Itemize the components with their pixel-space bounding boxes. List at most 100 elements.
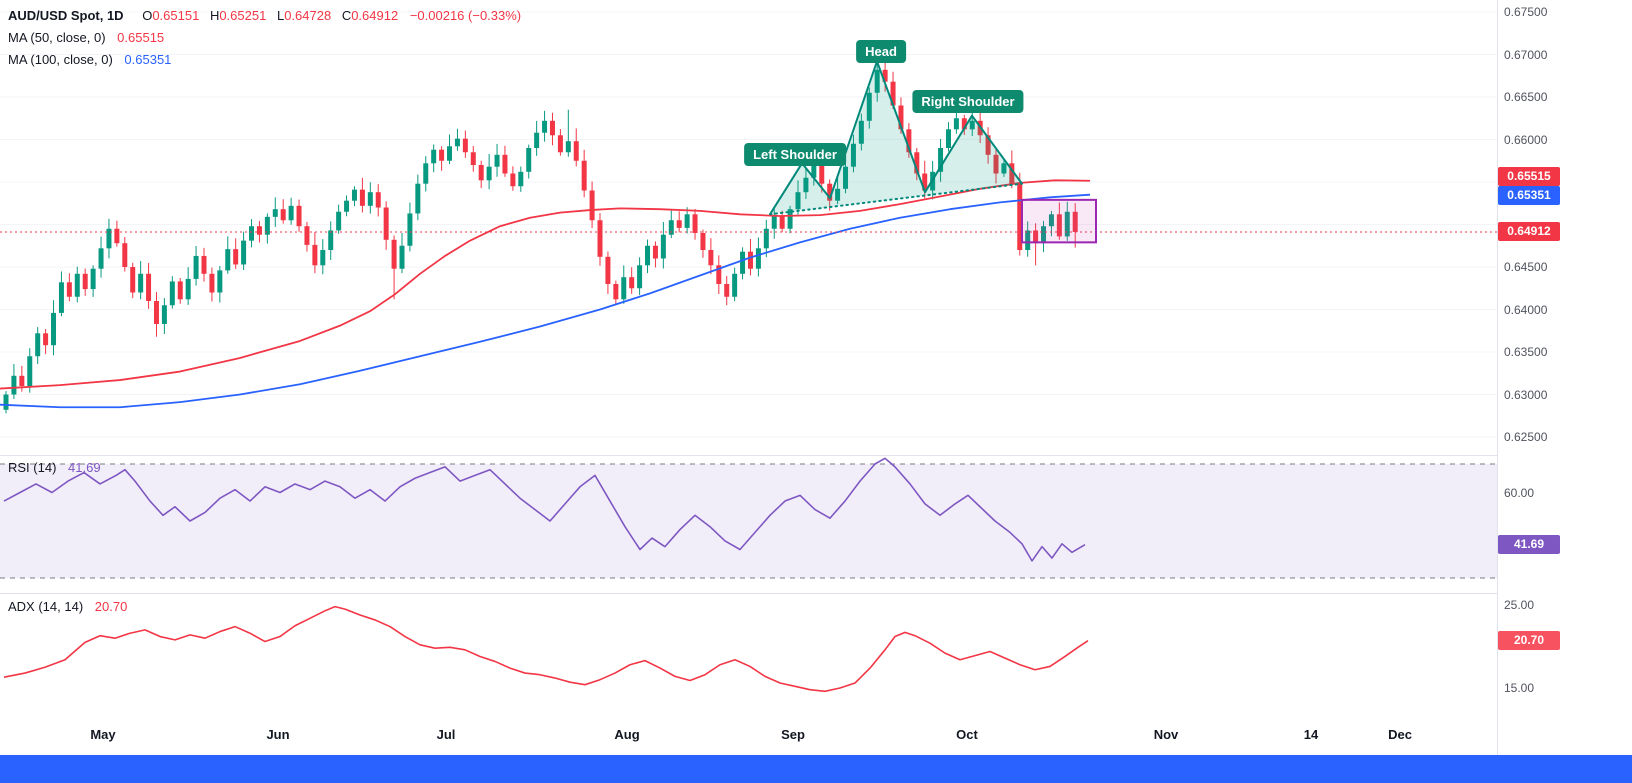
candle-body: [1017, 183, 1023, 250]
rsi-line: [3, 457, 1086, 562]
candle-body: [882, 69, 888, 82]
candle-body: [565, 141, 571, 153]
candle-body: [1033, 230, 1039, 244]
candle-body: [256, 226, 262, 235]
candle-body: [724, 284, 730, 297]
candle-body: [351, 189, 357, 201]
candle-body: [462, 138, 468, 153]
candle-body: [890, 81, 896, 106]
candle-body: [51, 312, 57, 346]
candle-body: [122, 243, 128, 267]
candle-body: [573, 141, 579, 161]
candle-body: [415, 183, 421, 214]
candle-body: [241, 240, 247, 265]
candle-body: [652, 245, 658, 259]
candle-body: [549, 120, 555, 136]
time-axis-label: Nov: [1153, 727, 1179, 742]
candle-body: [58, 282, 64, 313]
candle-body: [399, 245, 405, 269]
candle-body: [637, 265, 643, 289]
candle-body: [130, 267, 136, 293]
axis-tick-label: 0.63500: [1504, 345, 1548, 359]
candle-body: [146, 273, 152, 301]
time-axis-label: Oct: [956, 727, 978, 742]
time-axis-label: Aug: [614, 727, 640, 742]
candle-body: [906, 129, 912, 153]
adx-pane[interactable]: [0, 593, 1497, 718]
candle-body: [732, 273, 738, 297]
pane-separator[interactable]: [0, 455, 1632, 456]
candle-body: [716, 265, 722, 284]
candle-body: [225, 249, 231, 271]
candle-body: [866, 92, 872, 121]
candle-body: [779, 216, 785, 229]
pane-separator[interactable]: [0, 593, 1632, 594]
candle-body: [668, 220, 674, 235]
candle-body: [518, 171, 524, 187]
candle-body: [280, 209, 286, 221]
axis-tick-label: 0.67500: [1504, 5, 1548, 19]
axis-tick-label: 0.66500: [1504, 90, 1548, 104]
candle-body: [312, 244, 318, 266]
candle-body: [11, 375, 17, 395]
candle-body: [494, 154, 500, 167]
candle-body: [27, 356, 33, 386]
candle-body: [296, 205, 302, 227]
candle-body: [605, 256, 611, 284]
axis-tick-label: 15.00: [1504, 681, 1535, 695]
candle-body: [557, 135, 563, 153]
candle-body: [874, 69, 880, 93]
consolidation-box[interactable]: [1021, 198, 1097, 244]
rsi-band: [0, 464, 1497, 578]
candle-body: [755, 248, 761, 269]
neckline: [769, 182, 1023, 216]
candle-body: [169, 281, 175, 306]
candle-body: [961, 118, 967, 130]
main-price-pane[interactable]: [0, 0, 1497, 455]
candle-body: [621, 277, 627, 300]
candle-body: [700, 233, 706, 250]
candle-body: [66, 282, 72, 297]
candle-body: [153, 301, 159, 324]
candle-body: [953, 118, 959, 130]
candle-body: [201, 255, 207, 274]
candle-body: [898, 105, 904, 130]
candle-body: [914, 152, 920, 174]
candle-body: [304, 226, 310, 245]
rsi-pane[interactable]: [0, 455, 1497, 593]
candle-body: [993, 154, 999, 174]
candle-body: [969, 120, 975, 130]
candle-body: [1009, 163, 1015, 184]
candle-body: [510, 173, 516, 187]
last-price-axis-badge: 0.64912: [1498, 222, 1560, 242]
candle-body: [423, 163, 429, 184]
candle-body: [629, 277, 635, 289]
candle-body: [344, 200, 350, 212]
adx-axis-badge: 20.70: [1498, 631, 1560, 651]
price-axis[interactable]: 0.67500 0.67000 0.66500 0.66000 0.64500 0.640…: [1498, 0, 1632, 755]
head-label: Head: [856, 40, 906, 63]
candle-body: [439, 149, 445, 161]
adx-line: [3, 605, 1089, 693]
candle-body: [367, 192, 373, 206]
candle-body: [526, 148, 532, 172]
candle-body: [945, 129, 951, 148]
candle-body: [645, 245, 651, 266]
time-axis-label: May: [90, 727, 116, 742]
price-axis-separator: [1497, 0, 1498, 755]
candle-body: [177, 281, 183, 300]
time-axis[interactable]: May Jun Jul Aug Sep Oct Nov 14 Dec: [0, 718, 1497, 755]
candle-body: [589, 190, 595, 221]
candle-body: [193, 255, 199, 279]
candle-body: [90, 268, 96, 290]
axis-tick-label: 0.67000: [1504, 47, 1548, 62]
candle-body: [850, 143, 856, 167]
candle-body: [19, 375, 25, 386]
candle-body: [502, 154, 508, 174]
candle-body: [161, 305, 167, 324]
time-axis-label: Dec: [1388, 727, 1412, 742]
candle-body: [264, 216, 270, 235]
candle-body: [383, 207, 389, 240]
axis-tick-label: 0.66000: [1504, 132, 1548, 147]
